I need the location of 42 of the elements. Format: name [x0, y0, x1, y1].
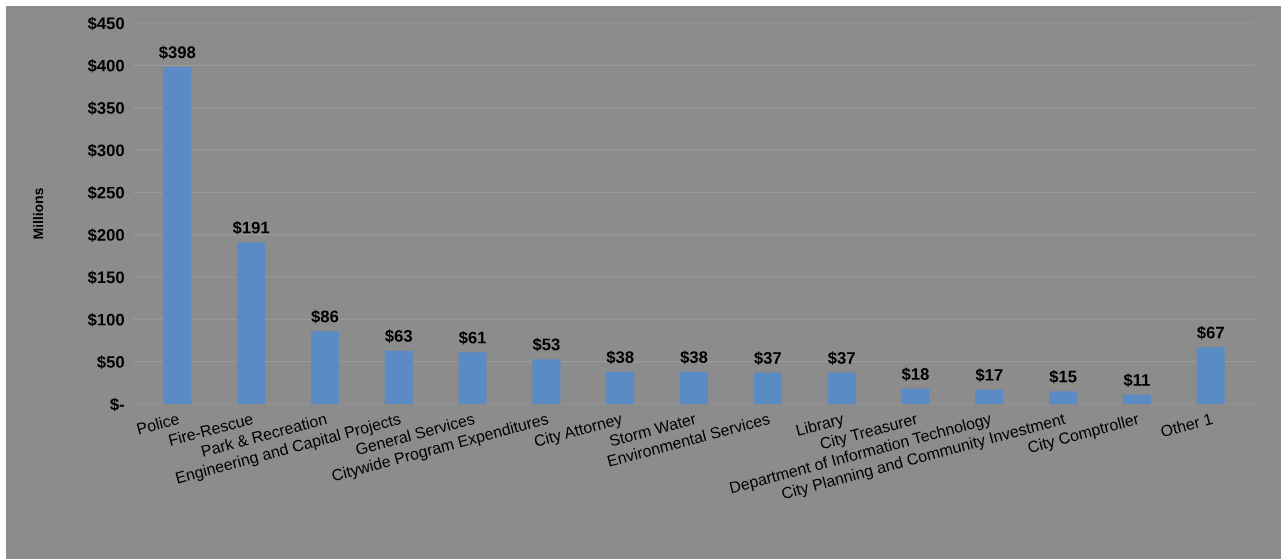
data-label: $38: [680, 350, 708, 365]
bar: [237, 242, 266, 404]
y-tick-label: $-: [110, 397, 124, 412]
y-tick-label: $200: [87, 228, 124, 242]
bar: [310, 331, 339, 404]
y-tick-label: $350: [87, 101, 124, 115]
bar: [827, 372, 856, 404]
data-label: $67: [1197, 325, 1224, 340]
data-label: $38: [606, 350, 634, 365]
data-label: $37: [754, 351, 781, 365]
y-axis-title: Millions: [32, 188, 44, 239]
data-label: $61: [458, 330, 486, 345]
y-tick-label: $300: [87, 143, 124, 158]
x-tick-label: Other 1: [1159, 412, 1213, 438]
data-label: $18: [901, 367, 929, 381]
data-label: $398: [158, 45, 196, 60]
bar: [606, 371, 635, 404]
bar: [1122, 394, 1151, 404]
bar: [901, 388, 930, 404]
data-label: $17: [975, 368, 1003, 382]
bar: [163, 67, 192, 404]
bar: [1196, 347, 1225, 404]
data-label: $15: [1049, 369, 1077, 384]
data-label: $11: [1123, 373, 1150, 387]
y-tick-label: $450: [87, 16, 124, 31]
bar: [679, 371, 709, 404]
data-label: $37: [827, 351, 855, 365]
y-tick-label: $400: [87, 59, 124, 73]
bar: [753, 372, 782, 404]
y-tick-label: $250: [87, 186, 124, 200]
data-label: $191: [232, 220, 270, 235]
y-tick-label: $100: [87, 313, 124, 327]
data-label: $63: [385, 329, 413, 343]
y-tick-label: $50: [97, 355, 124, 369]
bar: [1049, 391, 1078, 404]
data-label: $86: [311, 309, 339, 324]
bar: [458, 352, 487, 404]
y-tick-label: $150: [87, 270, 124, 285]
bar: [384, 350, 413, 404]
bar: [532, 359, 561, 404]
bar: [975, 389, 1004, 404]
data-label: $53: [532, 337, 560, 352]
